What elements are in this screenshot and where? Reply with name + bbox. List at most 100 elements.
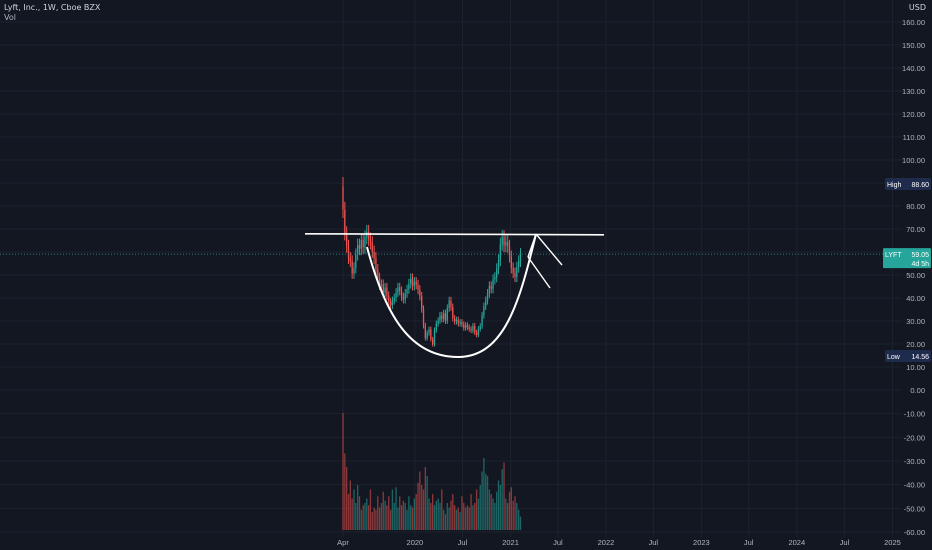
candle-body [406, 289, 408, 294]
time-tick-label: Jul [648, 538, 658, 547]
candle-body [380, 284, 383, 286]
candle-body [519, 254, 522, 262]
candle-body [395, 292, 397, 298]
price-tick-label: 110.00 [903, 133, 925, 142]
volume-bar [474, 503, 476, 530]
volume-bar [364, 503, 366, 530]
volume-bar [503, 462, 505, 530]
candle-body [455, 319, 458, 322]
currency-label: USD [908, 3, 926, 12]
volume-tick-label: 0.00 [910, 386, 925, 395]
candle-body [444, 313, 447, 321]
candle-body [446, 308, 448, 321]
candle-body [464, 325, 467, 328]
candle-body [367, 231, 370, 240]
candle-body [421, 296, 423, 310]
low-label-tag: Low [887, 354, 901, 361]
time-tick-label: 2021 [502, 538, 519, 547]
price-tick-label: 20.00 [906, 340, 925, 349]
candle-body [351, 261, 353, 274]
volume-bar [452, 494, 454, 530]
candle-body [488, 286, 491, 294]
candle-body [431, 339, 434, 345]
volume-bar [461, 496, 463, 530]
candle-body [477, 328, 480, 335]
volume-bar [356, 485, 359, 530]
volume-bar [439, 503, 441, 530]
candle-body [459, 322, 461, 324]
volume-bar [510, 487, 513, 530]
volume-bar [375, 509, 377, 530]
volume-bar [446, 503, 448, 530]
time-tick-label: Jul [840, 538, 850, 547]
candle-body [371, 242, 373, 252]
volume-bar [386, 505, 388, 530]
volume-bar [422, 489, 425, 530]
volume-tick-label: -10.00 [904, 410, 925, 419]
price-tick-label: 150.00 [902, 41, 925, 50]
candle-body [415, 281, 417, 285]
symbol-title: Lyft, Inc., 1W, Cboe BZX [4, 3, 101, 12]
candle-body [503, 237, 505, 246]
candle-body [492, 279, 494, 289]
candle-body [507, 241, 509, 247]
volume-bar [344, 453, 346, 530]
candle-body [356, 245, 359, 255]
volume-bar [472, 505, 474, 530]
candle-body [428, 329, 430, 333]
volume-bar [479, 485, 481, 530]
candle-body [475, 332, 478, 335]
candle-body [389, 302, 392, 306]
time-tick-label: Jul [553, 538, 563, 547]
volume-bar [492, 498, 494, 530]
candle-body [441, 315, 443, 320]
candle-body [468, 327, 470, 330]
bar-countdown: 4d 5h [911, 261, 929, 268]
volume-bar [477, 498, 480, 530]
volume-bar [496, 491, 498, 530]
price-tick-label: 140.00 [902, 64, 925, 73]
volume-bar [419, 471, 421, 530]
candle-body [481, 315, 483, 327]
volume-bar [470, 494, 472, 530]
volume-bar [347, 494, 350, 530]
candle-body [388, 295, 390, 303]
candle-body [461, 322, 463, 325]
candle-body [516, 267, 518, 278]
volume-bar [399, 496, 401, 530]
high-label-box [885, 178, 931, 190]
volume-bar [505, 498, 507, 530]
volume-bar [459, 512, 461, 530]
candle-body [362, 240, 364, 248]
time-tick-label: 2025 [884, 538, 901, 547]
time-tick-label: 2020 [407, 538, 424, 547]
time-tick-label: 2022 [598, 538, 615, 547]
last-price-value: 59.05 [911, 252, 929, 259]
volume-bar [415, 494, 417, 530]
candle-body [358, 245, 361, 249]
candle-body [517, 261, 520, 268]
candle-body [384, 287, 386, 293]
volume-bar [457, 507, 459, 530]
volume-bar [353, 489, 355, 530]
volume-indicator-label: Vol [4, 13, 16, 22]
volume-bar [448, 507, 450, 530]
volume-bar [426, 476, 428, 530]
volume-bar [404, 503, 406, 530]
volume-bar [514, 496, 516, 530]
candle-body [483, 306, 485, 316]
volume-bar [475, 489, 478, 530]
volume-bar [342, 413, 344, 530]
price-tick-label: 70.00 [906, 225, 925, 234]
volume-bar [373, 507, 375, 530]
candle-body [508, 246, 511, 257]
candle-body [426, 332, 428, 339]
volume-bar [481, 471, 483, 530]
volume-bar [360, 509, 362, 530]
candle-body [479, 326, 481, 329]
volume-bar [382, 491, 384, 530]
low-label-box [885, 350, 931, 362]
candle-body [463, 324, 465, 328]
candle-body [411, 278, 414, 286]
